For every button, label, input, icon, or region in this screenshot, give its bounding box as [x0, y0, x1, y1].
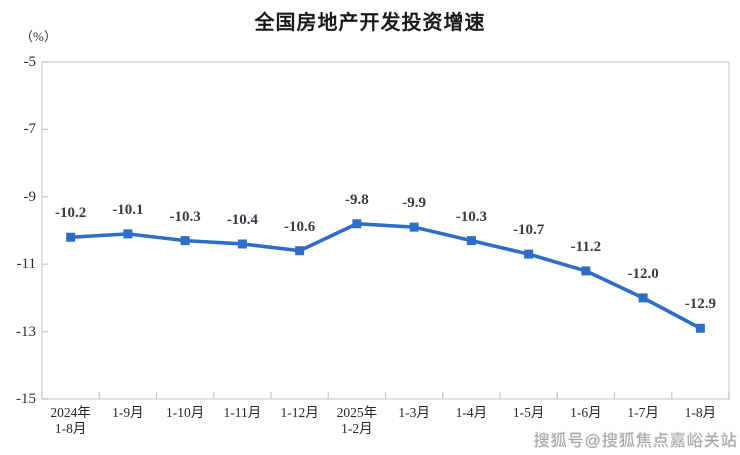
data-point-marker — [581, 266, 591, 276]
plot-frame — [41, 61, 730, 400]
data-point-marker — [237, 239, 247, 249]
data-point-marker — [66, 232, 76, 242]
data-label: -10.4 — [226, 211, 258, 228]
data-label: -10.6 — [284, 218, 316, 235]
y-axis-unit-label: （%） — [20, 29, 57, 44]
data-label: -10.3 — [455, 208, 487, 225]
data-label: -10.1 — [112, 201, 144, 218]
data-label: -11.2 — [570, 238, 602, 255]
x-tick-label: 1-3月 — [398, 405, 430, 420]
x-tick-label: 1-8月 — [684, 405, 717, 420]
x-tick-label: 1-6月 — [570, 405, 602, 420]
x-tick-label: 1-5月 — [512, 405, 545, 420]
x-tick-label: 1-4月 — [455, 405, 488, 420]
data-point-marker — [524, 249, 534, 259]
data-label: -12.9 — [684, 296, 716, 313]
data-label: -9.8 — [345, 191, 369, 208]
data-point-marker — [638, 293, 648, 303]
x-tick-label: 2024年 1-8月 — [50, 405, 91, 436]
data-point-marker — [409, 222, 419, 232]
y-tick-label: -15 — [16, 391, 36, 407]
data-point-marker — [123, 229, 133, 239]
y-tick-label: -11 — [16, 256, 36, 273]
y-tick-label: -7 — [23, 121, 37, 138]
data-label: -10.2 — [55, 205, 87, 222]
x-tick-label: 1-11月 — [223, 405, 262, 420]
watermark: 搜狐号@搜狐焦点嘉峪关站 — [533, 433, 738, 450]
data-label: -10.7 — [513, 222, 545, 239]
data-label: -9.9 — [402, 195, 426, 212]
x-tick-label: 1-12月 — [280, 405, 319, 420]
x-tick-label: 2025年 1-2月 — [336, 405, 378, 436]
data-point-marker — [352, 219, 362, 229]
data-point-marker — [695, 323, 705, 333]
data-point-marker — [295, 246, 305, 256]
y-tick-label: -5 — [23, 54, 37, 70]
y-tick-label: -9 — [23, 188, 37, 205]
x-tick-label: 1-7月 — [627, 405, 659, 420]
y-tick-label: -13 — [16, 323, 36, 340]
data-point-marker — [466, 236, 476, 246]
line-series — [68, 221, 703, 331]
x-tick-label: 1-9月 — [112, 405, 144, 420]
data-label: -10.3 — [169, 208, 201, 225]
data-label: -12.0 — [627, 265, 659, 282]
x-tick-label: 1-10月 — [166, 405, 205, 420]
data-point-marker — [180, 236, 190, 246]
chart-title: 全国房地产开发投资增速 — [254, 12, 486, 34]
